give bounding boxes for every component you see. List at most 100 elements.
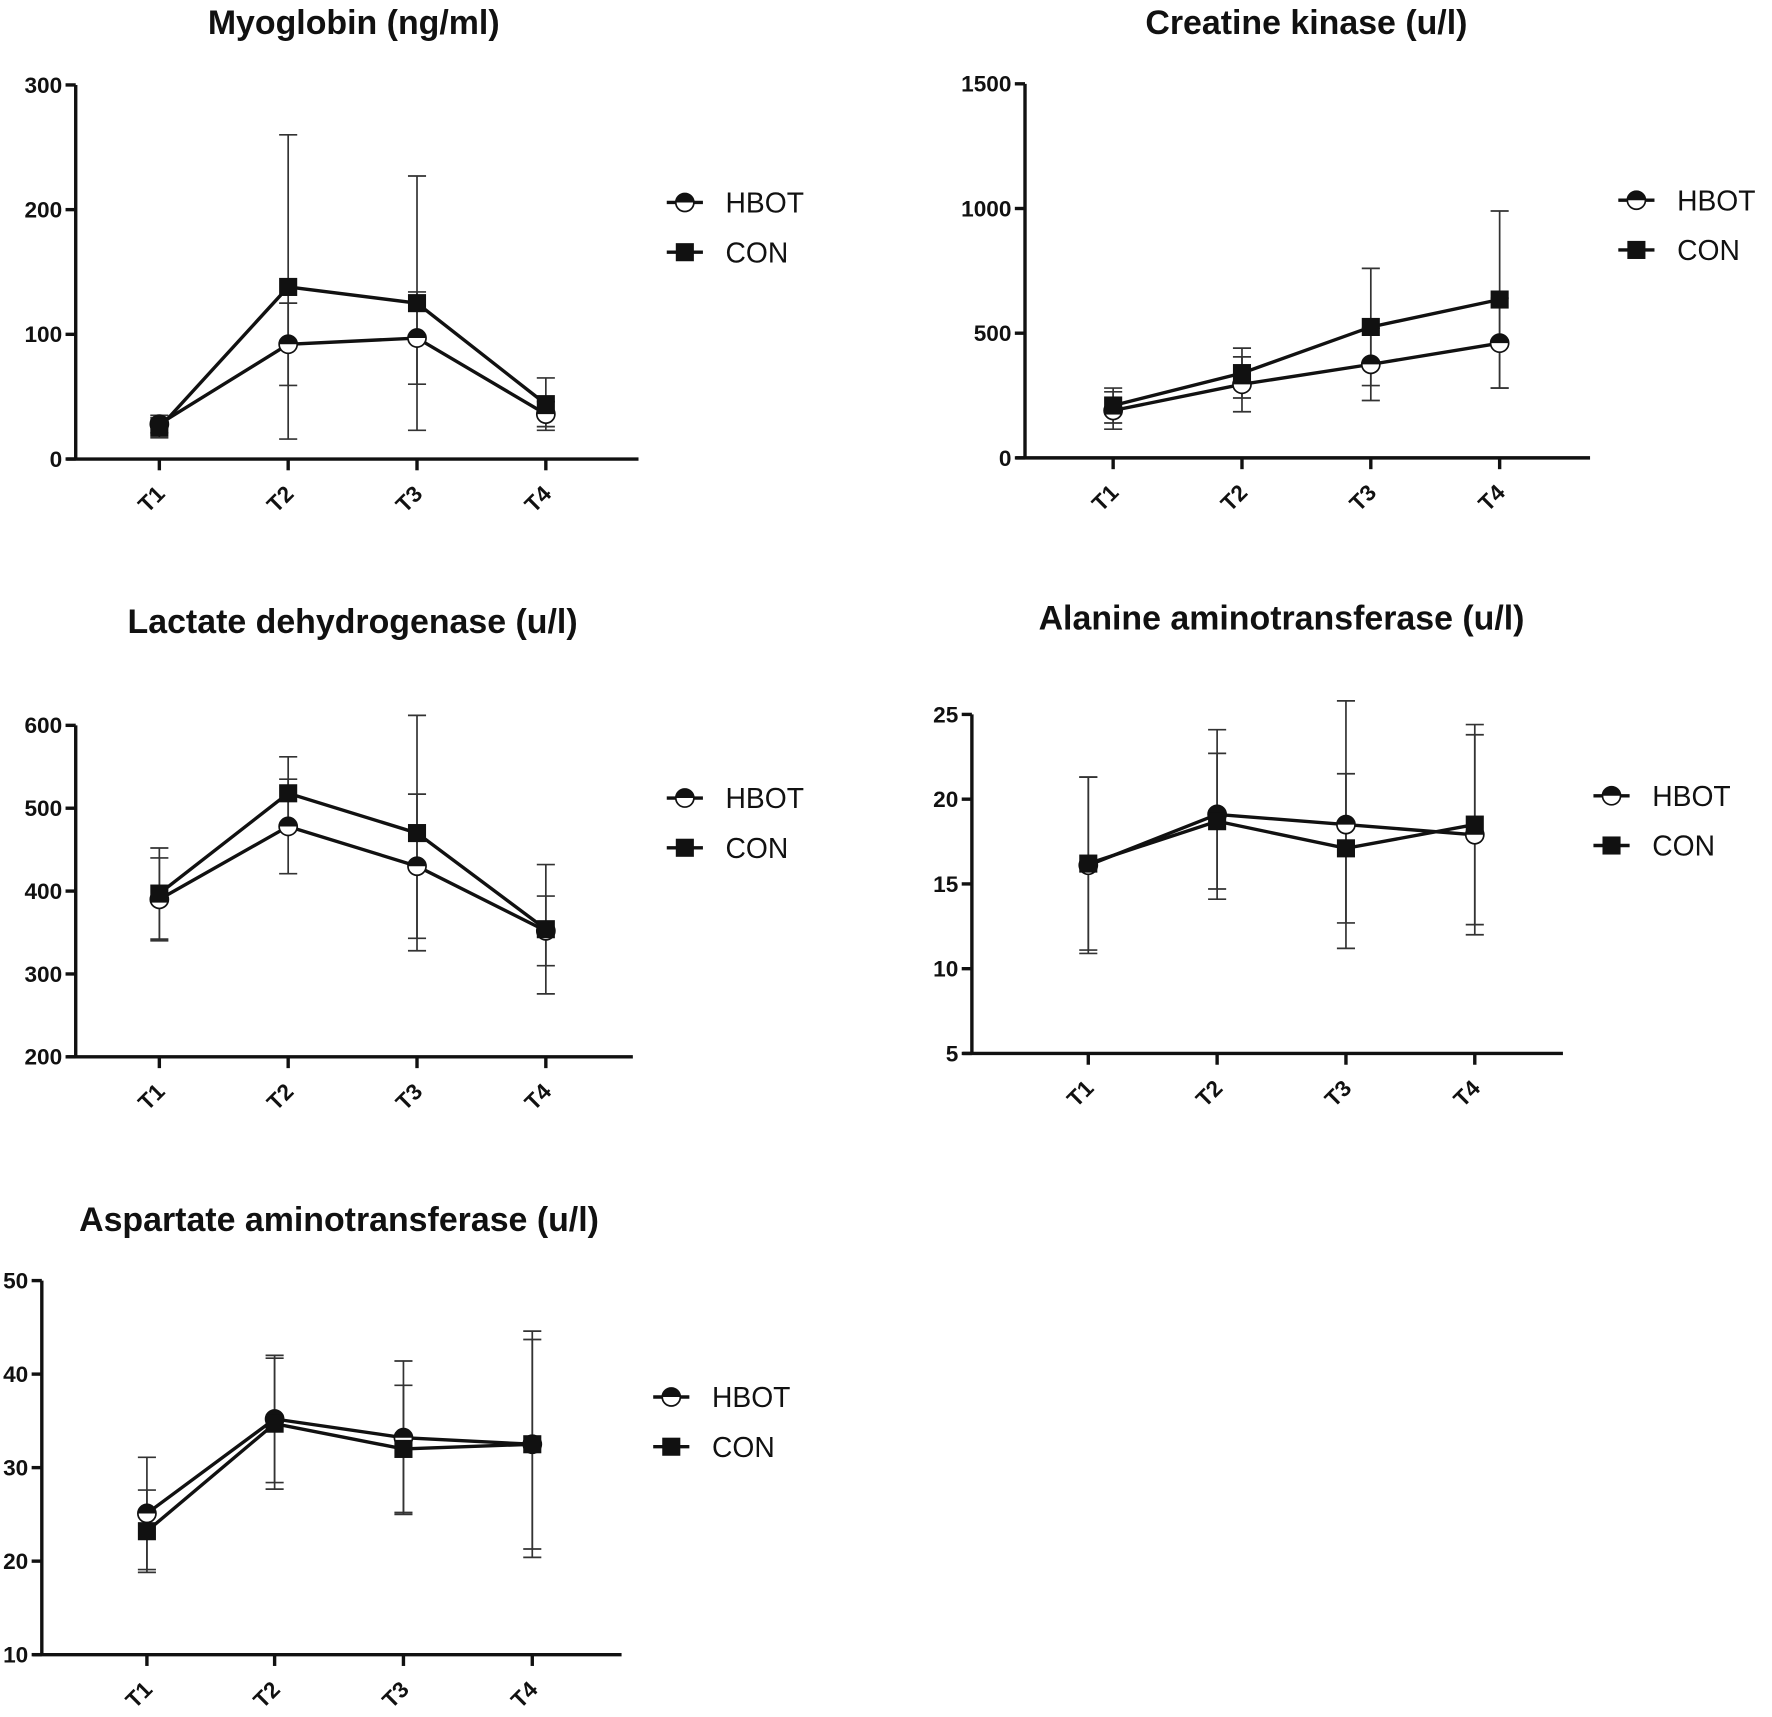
legend-marker-hbot [1601,785,1622,806]
legend-item-con: CON [666,236,789,268]
legend-label: CON [1652,830,1715,862]
data-point-hbot [137,1503,157,1524]
x-tick-label: T2 [249,1677,285,1713]
legend: HBOT CON [666,187,804,268]
data-point-con [536,920,555,939]
legend-label: CON [1677,234,1740,266]
data-point-con [1208,812,1227,831]
panel-lactate-dehydrogenase: Lactate dehydrogenase (u/l) 200 300 400 500 6… [24,603,804,1115]
data-point-con [536,395,555,414]
data-point-con [279,277,298,296]
legend-item-hbot: HBOT [1593,780,1731,812]
panel-alanine-aminotransferase: Alanine aminotransferase (u/l) 5 10 15 20 25 T… [933,600,1731,1112]
legend-marker-hbot [674,788,695,808]
x-tick-label: T1 [1087,480,1123,516]
data-point-con [407,824,427,843]
legend-item-hbot: HBOT [666,782,804,814]
data-point-hbot [278,334,299,355]
chart-title: Myoglobin (ng/ml) [208,4,500,42]
legend-item-con: CON [1593,830,1715,862]
data-point-con [1104,396,1123,415]
data-point-hbot [1489,333,1510,354]
legend: HBOT CON [1593,780,1731,862]
legend-marker-con [1602,836,1621,855]
x-tick-label: T3 [377,1677,413,1713]
series-line-con [1087,819,1476,866]
data-point-con [279,784,298,803]
y-tick-label: 400 [24,879,62,904]
legend-item-hbot: HBOT [666,187,804,219]
y-tick-label: 50 [3,1269,28,1294]
y-tick-label: 5 [946,1041,959,1066]
series-line-con [145,1421,533,1533]
x-tick-label: T3 [1320,1075,1356,1111]
series-line-hbot [158,824,547,933]
legend-label: CON [726,236,789,268]
panel-aspartate-aminotransferase: Aspartate aminotransferase (u/l) 10 20 30 40… [3,1201,790,1713]
data-point-con [150,418,169,437]
x-tick-label: T3 [391,1079,427,1115]
legend-label: HBOT [726,782,804,814]
legend-marker-hbot [674,192,695,213]
y-tick-label: 20 [933,787,958,812]
legend-item-hbot: HBOT [1618,184,1756,216]
x-tick-label: T4 [506,1676,543,1713]
data-point-con [523,1435,542,1454]
series-line-hbot [158,336,547,426]
y-tick-label: 200 [24,198,62,223]
chart-title: Aspartate aminotransferase (u/l) [79,1201,599,1239]
x-tick-label: T4 [520,1079,557,1116]
legend-item-con: CON [1618,234,1740,266]
y-tick-label: 500 [974,321,1012,346]
legend-item-hbot: HBOT [653,1381,790,1413]
x-tick-label: T4 [1474,480,1511,517]
data-point-con [137,1522,156,1541]
legend-marker-hbot [661,1387,682,1407]
data-point-con [1490,290,1509,309]
y-tick-label: 300 [24,73,62,98]
data-point-con [1336,839,1355,858]
data-point-con [265,1414,284,1433]
legend-marker-hbot [1626,190,1647,211]
y-tick-label: 30 [3,1456,28,1481]
y-tick-label: 0 [50,447,63,472]
legend-label: HBOT [726,187,804,219]
series-line-hbot [1087,812,1475,867]
data-point-hbot [278,816,299,837]
data-point-con [1361,317,1380,336]
data-point-con [394,1439,413,1458]
x-tick-label: T1 [1062,1075,1098,1111]
y-tick-label: 15 [933,872,958,897]
y-tick-label: 600 [24,713,62,738]
x-tick-label: T1 [133,481,169,517]
legend-label: CON [712,1431,775,1463]
series-line-con [1112,297,1500,408]
y-tick-label: 20 [3,1549,28,1574]
legend: HBOT CON [1618,184,1756,266]
data-point-con [1232,364,1252,383]
y-tick-label: 500 [24,796,62,821]
series-line-hbot [145,1417,533,1515]
chart-title: Creatine kinase (u/l) [1145,4,1467,42]
legend: HBOT CON [666,782,804,864]
data-point-hbot [1336,814,1356,835]
legend-label: HBOT [1652,780,1730,812]
series-line-hbot [1112,341,1500,413]
legend-marker-con [662,1437,681,1456]
legend: HBOT CON [653,1381,790,1463]
y-tick-label: 1500 [961,72,1011,97]
x-tick-label: T1 [121,1677,157,1713]
y-tick-label: 0 [999,446,1012,471]
legend-item-con: CON [666,832,788,864]
chart-title: Lactate dehydrogenase (u/l) [128,603,578,641]
data-point-hbot [407,856,427,877]
y-tick-label: 40 [3,1362,28,1387]
data-point-hbot [1360,354,1381,375]
data-point-hbot [407,328,427,348]
x-tick-label: T2 [262,1079,298,1115]
y-tick-label: 10 [3,1643,28,1668]
x-tick-label: T2 [1191,1075,1227,1111]
chart-title: Alanine aminotransferase (u/l) [1039,600,1525,638]
data-point-con [1079,854,1098,873]
series-line-con [158,791,547,931]
